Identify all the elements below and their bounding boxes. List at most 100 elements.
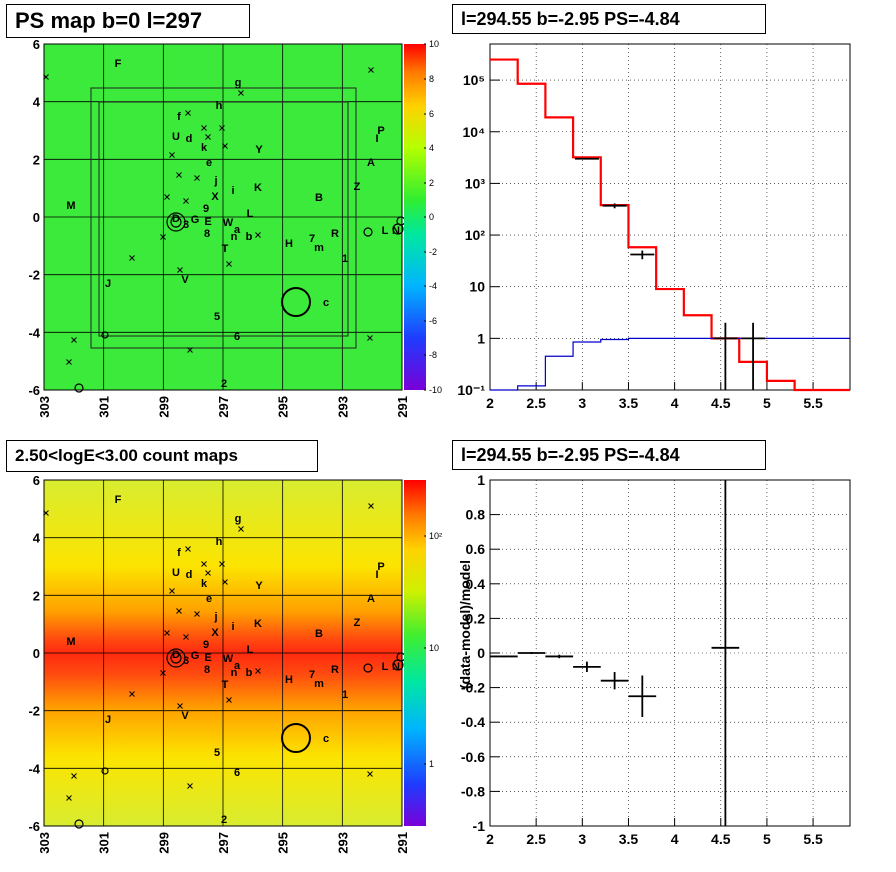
- source-cross: [222, 579, 228, 585]
- source-label: e: [206, 593, 212, 605]
- source-cross: [226, 697, 232, 703]
- x-tick-label: 3.5: [619, 831, 639, 847]
- x-tick-label: 5.5: [803, 831, 823, 847]
- y-tick-label: -0.2: [461, 680, 485, 696]
- count-map-colorbar-ticks: 10² 10 1: [424, 531, 442, 769]
- source-label: 6: [234, 331, 240, 343]
- source-cross: [176, 172, 182, 178]
- source-circle: [166, 212, 186, 232]
- source-label: g: [235, 513, 242, 525]
- y-tick-label: 2: [33, 588, 40, 603]
- x-tick-label: 303: [37, 396, 52, 418]
- source-label: h: [216, 100, 223, 112]
- source-label: I: [375, 133, 378, 145]
- source-circle: [101, 331, 109, 339]
- source-label: L: [247, 208, 254, 220]
- source-cross: [71, 773, 77, 779]
- source-cross: [201, 125, 207, 131]
- ps-map-roi-inner: [98, 101, 349, 337]
- spectrum-title: l=294.55 b=-2.95 PS=-4.84: [452, 4, 766, 34]
- residual-title: l=294.55 b=-2.95 PS=-4.84: [452, 440, 766, 470]
- colorbar-tick-label: 2: [429, 178, 434, 188]
- y-tick-label: 1: [477, 472, 485, 488]
- y-tick-label: -4: [28, 761, 40, 776]
- source-label: E: [204, 652, 211, 664]
- source-label: c: [323, 297, 329, 309]
- source-label: K: [254, 618, 262, 630]
- source-label: T: [222, 243, 229, 255]
- x-tick-label: 299: [156, 396, 171, 418]
- source-label: c: [323, 733, 329, 745]
- y-tick-label: 10²: [465, 227, 486, 243]
- x-tick-label: 297: [216, 396, 231, 418]
- source-cross: [201, 561, 207, 567]
- source-cross: [205, 570, 211, 576]
- ps-map-x-axis: 303 301 299 297 295 293 291: [37, 396, 410, 418]
- source-label: b: [246, 231, 253, 243]
- source-label: B: [315, 628, 323, 640]
- source-label: E: [204, 216, 211, 228]
- ps-map-source-markers: [43, 67, 406, 393]
- y-tick-label: -4: [28, 325, 40, 340]
- source-cross: [368, 67, 374, 73]
- y-tick-label: 0: [33, 210, 40, 225]
- x-tick-label: 3: [578, 395, 586, 411]
- source-label: J: [105, 714, 111, 726]
- y-tick-label: 0.6: [466, 541, 486, 557]
- colorbar-tick-label: -6: [429, 316, 437, 326]
- source-cross: [183, 634, 189, 640]
- source-label: d: [186, 569, 193, 581]
- source-cross: [160, 234, 166, 240]
- source-cross: [185, 110, 191, 116]
- source-label: W: [223, 653, 234, 665]
- source-cross: [238, 526, 244, 532]
- x-tick-label: 297: [216, 832, 231, 854]
- source-label: A: [367, 157, 375, 169]
- colorbar-tick-label: -10: [429, 385, 442, 395]
- source-label: B: [315, 192, 323, 204]
- source-label: U: [172, 131, 180, 143]
- source-label: 2: [221, 814, 227, 826]
- source-label: X: [211, 627, 219, 639]
- source-label: W: [223, 217, 234, 229]
- source-label: 6: [234, 767, 240, 779]
- y-tick-label: 4: [33, 95, 41, 110]
- residual-y-axis-label: (data-model)/model: [457, 560, 473, 689]
- model-total-histogram: [490, 58, 850, 392]
- y-tick-label: 6: [33, 37, 40, 52]
- source-label: 5: [214, 311, 220, 323]
- source-label: 7: [309, 669, 315, 681]
- source-label: U: [172, 567, 180, 579]
- source-label: 3: [183, 219, 189, 231]
- source-label: X: [211, 191, 219, 203]
- source-circle: [363, 663, 373, 673]
- colorbar-tick-label: 6: [429, 109, 434, 119]
- y-tick-label: 6: [33, 473, 40, 488]
- source-label: K: [254, 182, 262, 194]
- source-label: n: [231, 231, 238, 243]
- source-label: L: [247, 644, 254, 656]
- y-tick-label: -6: [28, 819, 40, 834]
- source-cross: [129, 255, 135, 261]
- source-label: H: [285, 238, 293, 250]
- source-cross: [164, 630, 170, 636]
- x-tick-label: 293: [335, 396, 350, 418]
- source-label: g: [235, 77, 242, 89]
- y-tick-label: 10: [469, 279, 485, 295]
- y-tick-label: -6: [28, 383, 40, 398]
- y-tick-label: -2: [28, 268, 40, 283]
- x-tick-label: 5: [763, 395, 771, 411]
- source-label: a: [234, 224, 241, 236]
- source-label: M: [66, 200, 75, 212]
- source-label: J: [105, 278, 111, 290]
- source-label: G: [191, 214, 200, 226]
- source-label: 7: [309, 233, 315, 245]
- source-label: i: [231, 185, 234, 197]
- source-label: j: [213, 175, 217, 187]
- y-tick-label: 10⁵: [463, 72, 485, 88]
- source-cross: [176, 608, 182, 614]
- source-label: k: [201, 578, 208, 590]
- plot-frame: [489, 43, 851, 391]
